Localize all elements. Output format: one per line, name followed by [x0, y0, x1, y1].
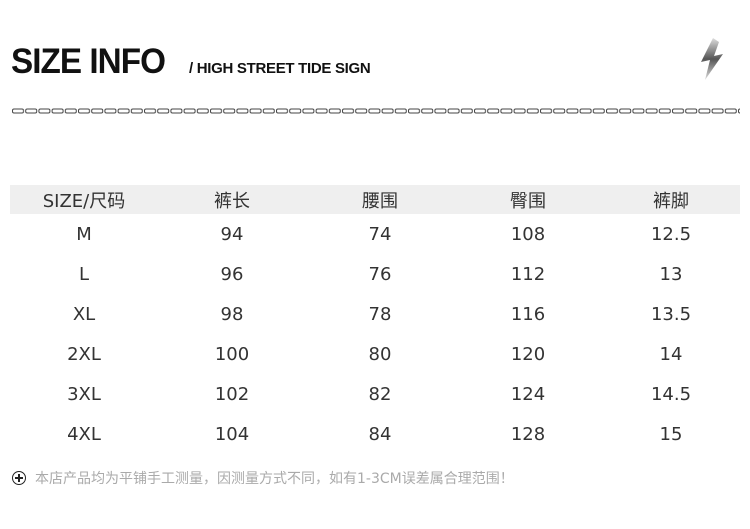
table-cell: 3XL: [67, 383, 101, 405]
table-row: XL 98 78 116 13.5: [10, 294, 740, 334]
table-cell: 14.5: [650, 383, 692, 405]
table-cell: 13.5: [650, 303, 692, 325]
table-cell: 102: [214, 383, 250, 405]
table-cell: 13: [659, 263, 683, 285]
table-cell: M: [76, 223, 92, 245]
table-cell: 82: [368, 383, 392, 405]
column-header: 裤长: [214, 190, 250, 212]
table-cell: 15: [659, 423, 683, 445]
table-cell: XL: [72, 303, 96, 325]
table-cell: 76: [368, 263, 392, 285]
table-cell: 14: [659, 343, 683, 365]
table-cell: 78: [368, 303, 392, 325]
table-cell: 100: [214, 343, 250, 365]
page-subtitle: / HIGH STREET TIDE SIGN: [189, 60, 371, 77]
table-header-row: SIZE/尺码 裤长 腰围 臀围 裤脚: [10, 185, 740, 214]
page-title: SIZE INFO: [11, 42, 166, 81]
table-cell: 112: [510, 263, 546, 285]
table-cell: 2XL: [67, 343, 101, 365]
note-text: 本店产品均为平铺手工测量，因测量方式不同，如有1-3CM误差属合理范围！: [35, 471, 514, 487]
table-cell: 12.5: [650, 223, 692, 245]
column-header: 腰围: [362, 190, 398, 212]
table-row: M 94 74 108 12.5: [10, 214, 740, 254]
table-cell: L: [78, 263, 90, 285]
table-row: 4XL 104 84 128 15: [10, 414, 740, 454]
size-table: SIZE/尺码 裤长 腰围 臀围 裤脚 M 94 74 108 12.5 L 96 76 112…: [10, 185, 740, 454]
measurement-note: 本店产品均为平铺手工测量，因测量方式不同，如有1-3CM误差属合理范围！: [12, 468, 514, 488]
table-cell: 98: [220, 303, 244, 325]
column-header: SIZE/尺码: [42, 190, 126, 212]
table-row: 2XL 100 80 120 14: [10, 334, 740, 374]
table-cell: 96: [220, 263, 244, 285]
table-cell: 80: [368, 343, 392, 365]
table-cell: 94: [220, 223, 244, 245]
table-cell: 104: [214, 423, 250, 445]
column-header: 臀围: [510, 190, 546, 212]
lightning-bolt-icon: [701, 38, 723, 80]
dashed-divider: [12, 107, 740, 115]
table-cell: 128: [510, 423, 546, 445]
column-header: 裤脚: [653, 190, 689, 212]
table-cell: 116: [510, 303, 546, 325]
table-cell: 124: [510, 383, 546, 405]
table-cell: 74: [368, 223, 392, 245]
table-cell: 4XL: [67, 423, 101, 445]
table-row: 3XL 102 82 124 14.5: [10, 374, 740, 414]
table-cell: 108: [510, 223, 546, 245]
table-cell: 84: [368, 423, 392, 445]
table-cell: 120: [510, 343, 546, 365]
plus-circle-icon: [12, 471, 26, 485]
table-row: L 96 76 112 13: [10, 254, 740, 294]
